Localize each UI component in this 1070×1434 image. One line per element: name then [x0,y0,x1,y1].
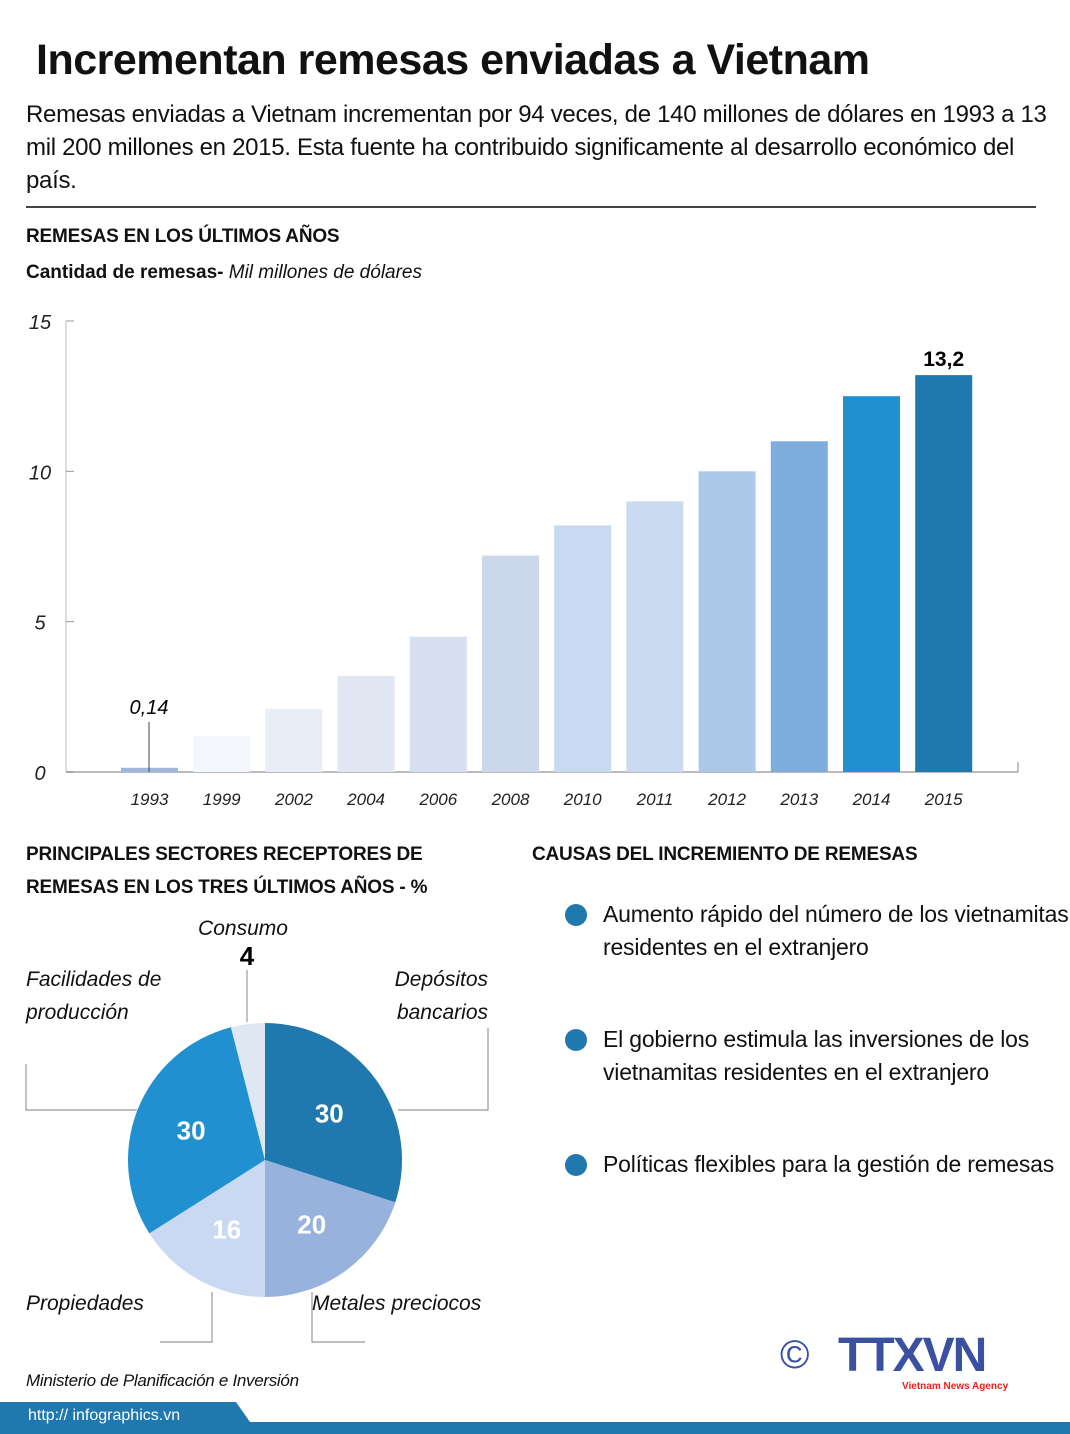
bar-chart-title: REMESAS EN LOS ÚLTIMOS AÑOS [26,226,340,247]
logo-tagline: Vietnam News Agency [902,1381,1009,1392]
slice-label: Depósitos [395,968,489,991]
x-tick-label: 2008 [491,790,530,809]
slice-value: 4 [240,941,255,971]
slice-value: 20 [297,1209,326,1239]
pie-slice-depósitos-bancarios [265,1023,402,1203]
source-text: Ministerio de Planificación e Inversión [26,1371,299,1390]
slice-label: bancarios [397,1001,489,1024]
footer-link[interactable]: http:// infographics.vn [28,1407,181,1424]
bar-2006 [409,636,467,772]
ylabel-bold: Cantidad de remesas- [26,262,224,283]
y-tick-label: 0 [34,763,45,785]
bar-2004 [337,675,395,772]
leader-line [25,1064,137,1111]
cause-item: Políticas flexibles para la gestión de r… [565,1148,1070,1181]
bullet-icon [565,1154,587,1176]
ttxvn-logo: TTXVN [838,1329,987,1382]
cause-item: El gobierno estimula las inversiones de … [565,1023,1070,1089]
page-title: Incrementan remesas enviadas a Vietnam [36,36,870,84]
cause-text: Aumento rápido del número de los vietnam… [603,901,1069,960]
leader-line [311,1292,365,1343]
pie-title-line1: PRINCIPALES SECTORES RECEPTORES DE [26,844,423,865]
bar-2008 [482,555,539,772]
pie-slice-facilidades-de-producción [127,1027,265,1234]
pie-slice-propiedades [149,1160,265,1297]
cause-item: Aumento rápido del número de los vietnam… [565,898,1070,964]
leader-line [160,1292,213,1343]
y-tick-label: 5 [34,613,46,635]
bar-chart: 0 5 10 15 1993 0,14 1999 2002 2004 2006 2008 2010 20… [29,312,1019,809]
pie-chart: 30 20 16 30 Depósitos bancarios Metales precio… [25,917,489,1343]
bar-chart-subtitle: Cantidad de remesas- Mil millones de dól… [26,262,422,284]
cause-text: Políticas flexibles para la gestión de r… [603,1151,1055,1177]
slice-value: 16 [212,1215,241,1245]
x-tick-label: 2013 [779,790,818,809]
bullet-icon [565,1029,587,1051]
bar-2013 [770,441,828,772]
x-tick-label: 2014 [852,790,891,809]
x-tick-label: 2002 [274,790,313,809]
bar-2012 [698,471,756,772]
x-tick-label: 1999 [203,790,241,809]
x-tick-label: 2004 [346,790,385,809]
bar-1999 [193,735,251,772]
x-tick-label: 2006 [418,790,457,809]
footer-bar [0,1402,1070,1434]
slice-value: 30 [315,1098,344,1128]
pie-title-line2: REMESAS EN LOS TRES ÚLTIMOS AÑOS - % [26,877,428,898]
slice-label: Facilidades de [26,968,161,991]
bullet-icon [565,904,587,926]
x-tick-label: 2010 [563,790,602,809]
pie-slice-metales-preciocos [265,1160,396,1297]
bar-2002 [265,708,323,772]
bar-2014 [843,396,900,772]
bar-2015 [915,375,973,772]
x-tick-label: 2012 [707,790,746,809]
x-tick-label: 2015 [924,790,963,809]
cause-text: El gobierno estimula las inversiones de … [603,1026,1030,1085]
y-tick-label: 15 [29,312,52,334]
x-tick-label: 1993 [131,790,169,809]
y-tick-label: 10 [29,462,51,484]
data-label: 0,14 [130,697,169,719]
slice-label: Consumo [198,917,288,940]
intro-text: Remesas enviadas a Vietnam incrementan p… [26,101,1047,194]
bar-2010 [554,525,612,772]
x-tick-label: 2011 [636,790,674,809]
data-label: 13,2 [923,348,964,371]
divider [26,206,1036,208]
copyright-icon: © [780,1333,810,1377]
slice-label: Propiedades [26,1292,144,1315]
pie-slice-consumo [230,1023,265,1160]
causes-title: CAUSAS DEL INCREMIENTO DE REMESAS [532,844,918,865]
slice-value: 30 [177,1116,206,1146]
slice-label: producción [25,1001,129,1024]
leader-line [398,1028,489,1111]
bar-2011 [626,501,684,772]
slice-label: Metales preciocos [312,1292,482,1315]
ylabel-italic: Mil millones de dólares [228,262,422,283]
